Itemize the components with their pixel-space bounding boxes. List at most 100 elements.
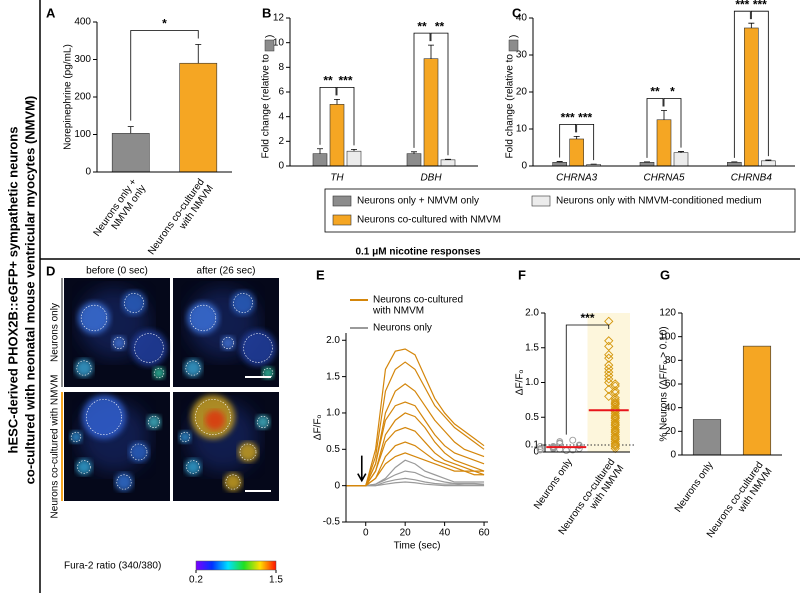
legend-label: Neurons only + NMVM only xyxy=(357,196,479,207)
y-label-end: ) xyxy=(265,35,276,38)
cell xyxy=(153,367,165,379)
point xyxy=(610,441,620,452)
point xyxy=(604,363,614,374)
cell-outline xyxy=(257,416,269,428)
y-tick-label: 2.0 xyxy=(525,308,539,319)
trace xyxy=(346,361,485,487)
panel-label: B xyxy=(262,5,271,20)
cell-outline xyxy=(77,460,91,474)
error-bar xyxy=(411,151,417,154)
point xyxy=(604,370,614,381)
y-tick-label: 80 xyxy=(665,355,677,366)
cell-outline xyxy=(233,293,253,313)
y-tick-label: 200 xyxy=(74,92,91,103)
panel-label: A xyxy=(46,5,56,20)
cell xyxy=(70,431,82,443)
bar xyxy=(673,152,689,167)
legend-swatch xyxy=(332,214,352,226)
significance-label: ** xyxy=(417,19,427,33)
bar xyxy=(744,27,759,167)
x-tick-label: 20 xyxy=(400,528,412,539)
cell xyxy=(112,336,126,350)
panel-label: D xyxy=(46,263,55,278)
point xyxy=(536,446,544,454)
y-tick-label: -0.5 xyxy=(323,517,341,528)
y-tick-label: 0 xyxy=(521,161,527,172)
point xyxy=(610,440,620,450)
cell-outline xyxy=(124,293,144,313)
y-tick-label: 6 xyxy=(278,87,284,98)
cell-outline xyxy=(113,337,125,349)
cell-outline xyxy=(70,431,82,443)
point xyxy=(610,416,620,426)
column-title: before (0 sec) xyxy=(86,266,148,277)
y-axis-label: ΔF/Fₒ xyxy=(313,415,324,441)
y-label-icon xyxy=(508,39,519,52)
y-tick-label: 1.0 xyxy=(326,408,340,419)
legend-box xyxy=(324,188,796,233)
y-tick-label: 100 xyxy=(659,331,676,342)
cell xyxy=(238,442,258,462)
significance-label: * xyxy=(670,85,675,99)
point xyxy=(610,429,620,440)
cell xyxy=(185,459,201,475)
point xyxy=(610,393,620,403)
x-tick-label: CHRNA3 xyxy=(556,173,598,184)
significance-bracket xyxy=(413,32,431,148)
x-axis-label: Time (sec) xyxy=(394,541,441,552)
colorbar-tick-label: 0.2 xyxy=(189,575,203,586)
trace xyxy=(346,348,485,487)
y-tick-label: 0.5 xyxy=(326,444,340,455)
x-tick-label: 60 xyxy=(478,528,490,539)
y-tick-label: 10 xyxy=(516,124,528,135)
point xyxy=(610,420,620,431)
cell xyxy=(224,473,242,491)
bar xyxy=(329,104,345,167)
significance-bracket xyxy=(733,10,751,158)
y-tick-label: 8 xyxy=(278,62,284,73)
significance-label: *** xyxy=(735,0,749,11)
cell-outline xyxy=(148,416,160,428)
significance-bracket xyxy=(130,30,199,121)
point xyxy=(610,436,620,447)
colorbar xyxy=(195,560,277,571)
point xyxy=(604,336,614,346)
x-tick-label: Neurons co-cultured xyxy=(146,177,207,257)
bar xyxy=(761,160,776,167)
bar xyxy=(346,150,362,167)
cell-outline xyxy=(116,474,132,490)
point xyxy=(569,436,577,444)
point xyxy=(604,350,614,360)
y-tick-label: 4 xyxy=(278,111,284,122)
bar xyxy=(742,345,772,456)
y-tick-label: 0.5 xyxy=(525,412,539,423)
cell-outline xyxy=(86,399,122,435)
significance-bracket xyxy=(576,124,595,161)
y-tick-label: 1.5 xyxy=(326,371,340,382)
bar xyxy=(552,162,567,167)
significance-bracket xyxy=(319,87,337,145)
point xyxy=(610,439,620,449)
x-tick-label: Neurons co-cultured xyxy=(705,460,766,540)
x-tick-label: TH xyxy=(330,173,344,184)
hot-cell xyxy=(205,410,225,430)
significance-bracket xyxy=(559,124,577,158)
y-tick-label: 30 xyxy=(516,50,528,61)
point xyxy=(610,434,620,445)
bar xyxy=(423,58,439,167)
y-label-icon xyxy=(264,39,275,52)
significance-label: *** xyxy=(753,0,767,11)
y-tick-label: 2 xyxy=(278,136,284,147)
error-bar xyxy=(195,44,202,64)
y-tick-label: 1.0 xyxy=(525,377,539,388)
y-tick-label: 20 xyxy=(665,426,677,437)
point xyxy=(604,391,614,402)
cell xyxy=(131,330,167,366)
y-tick-label: 120 xyxy=(659,308,676,319)
point xyxy=(604,367,614,377)
trace xyxy=(346,401,485,487)
error-bar xyxy=(556,161,563,163)
error-bar xyxy=(127,126,134,134)
y-axis-label: % Neurons (ΔF/Fₒ > 0.10) xyxy=(659,326,670,441)
significance-label: *** xyxy=(578,111,592,125)
